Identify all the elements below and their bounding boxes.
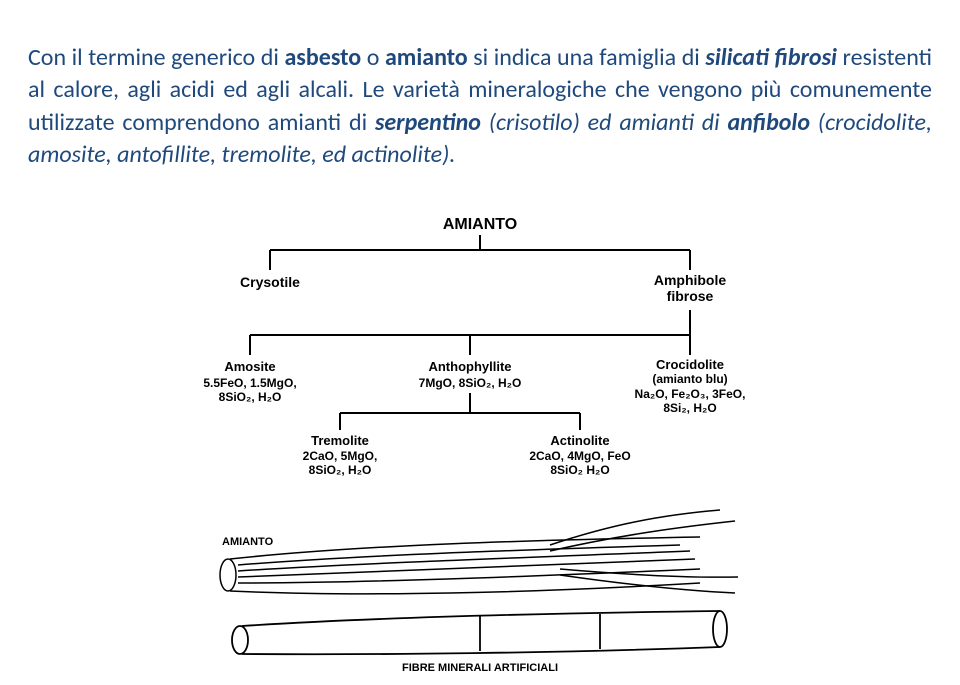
text-seg: (crisotilo) ed amianti di [481,108,728,137]
svg-text:7MgO, 8SiO₂, H₂O: 7MgO, 8SiO₂, H₂O [419,376,522,390]
svg-text:2CaO, 5MgO,: 2CaO, 5MgO, [303,449,378,463]
page: Con il termine generico di asbesto o ami… [0,0,960,685]
svg-text:8SiO₂, H₂O: 8SiO₂, H₂O [309,463,372,477]
figure: AMIANTO Crysotile Amphibole fibrose Amos… [180,215,780,675]
leaf-actinolite: Actinolite 2CaO, 4MgO, FeO 8SiO₂ H₂O [529,433,630,477]
leaf-amosite: Amosite 5.5FeO, 1.5MgO, 8SiO₂, H₂O [203,359,296,404]
svg-text:Crocidolite: Crocidolite [656,357,724,372]
text-seg: Con il termine generico di [28,43,284,72]
svg-text:8SiO₂ H₂O: 8SiO₂ H₂O [550,463,609,477]
term-silicati: silicati fibrosi [705,43,837,72]
svg-text:Na₂O, Fe₂O₃, 3FeO,: Na₂O, Fe₂O₃, 3FeO, [635,387,746,401]
text-seg: o [361,43,385,72]
svg-text:Actinolite: Actinolite [550,433,609,448]
term-asbesto: asbesto [284,43,361,72]
svg-text:8SiO₂, H₂O: 8SiO₂, H₂O [219,390,282,404]
tree-label-crysotile: Crysotile [240,274,300,290]
tree-root-label: AMIANTO [443,216,517,233]
leaf-anthophyllite: Anthophyllite 7MgO, 8SiO₂, H₂O [419,359,522,390]
term-anfibolo: anfibolo [727,108,810,137]
tree-label-amphibole: Amphibole [654,272,727,288]
leaf-crocidolite: Crocidolite (amianto blu) Na₂O, Fe₂O₃, 3… [635,357,746,415]
svg-text:8Si₂, H₂O: 8Si₂, H₂O [663,401,716,415]
svg-text:2CaO, 4MgO, FeO: 2CaO, 4MgO, FeO [529,449,630,463]
tree-label-fibrose: fibrose [667,288,714,304]
fiber-amianto-illustration [220,510,738,594]
fiber-artificial-label: FIBRE MINERALI ARTIFICIALI [402,662,558,674]
fiber-artificial-illustration [232,611,727,654]
text-seg: si indica una famiglia di [468,43,706,72]
svg-text:5.5FeO, 1.5MgO,: 5.5FeO, 1.5MgO, [203,376,296,390]
svg-text:Tremolite: Tremolite [311,433,369,448]
svg-text:(amianto blu): (amianto blu) [652,372,727,386]
term-amianto: amianto [385,43,468,72]
svg-text:Amosite: Amosite [224,359,275,374]
svg-text:Anthophyllite: Anthophyllite [428,359,511,374]
term-serpentino: serpentino [375,108,481,137]
fiber-amianto-label: AMIANTO [222,536,274,548]
body-paragraph: Con il termine generico di asbesto o ami… [28,42,932,172]
leaf-tremolite: Tremolite 2CaO, 5MgO, 8SiO₂, H₂O [303,433,378,477]
